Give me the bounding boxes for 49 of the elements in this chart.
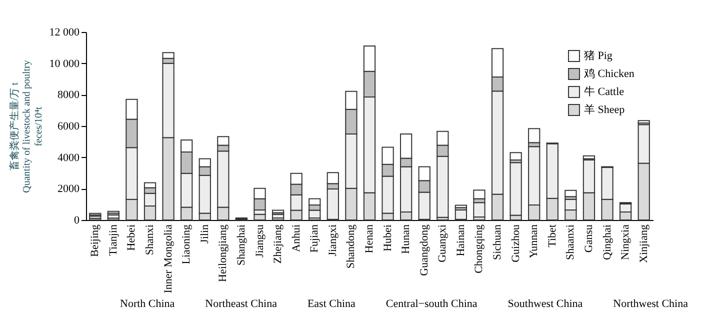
x-tick-label: Shandong [345, 224, 358, 268]
y-tick-label: 0 [74, 214, 80, 226]
x-tick-label: Beijing [89, 224, 102, 257]
x-tick-label: Gansu [582, 224, 595, 253]
legend-label: 羊 Sheep [584, 104, 626, 116]
x-tick-label: Tianjin [107, 224, 120, 256]
x-tick-label: Jilin [198, 224, 211, 244]
x-tick-label: Tibet [546, 224, 558, 248]
x-tick-label: Ningxia [620, 224, 632, 260]
x-tick-label: Shaanxi [564, 224, 577, 260]
x-tick-label: Hubei [382, 224, 394, 252]
y-tick-label: 6000 [58, 120, 80, 132]
x-tick-label: Inner Mongolia [162, 224, 174, 294]
y-tick-label: 2000 [58, 183, 80, 196]
x-tick-label: Hunan [400, 224, 412, 254]
legend-label: 猪 Pig [584, 49, 613, 62]
legend-label: 牛 Cattle [584, 85, 624, 98]
text: Central−south China [386, 298, 478, 310]
x-tick-label: Anhui [290, 224, 302, 252]
x-tick-label: Henan [364, 224, 376, 254]
x-tick-label: Liaoning [180, 224, 193, 264]
y-tick-label: 12 000 [49, 26, 80, 38]
x-tick-label: Hainan [454, 224, 467, 256]
text: Northeast China [205, 298, 277, 310]
x-tick-label: Heilongjiang [217, 224, 230, 282]
x-tick-label: Qinghai [601, 224, 614, 260]
x-tick-label: Zhejiang [272, 224, 284, 264]
x-tick-label: Yunnan [528, 224, 540, 258]
x-tick-label: Shanghai [235, 224, 248, 266]
text: North China [120, 298, 175, 310]
y-axis-title: 畜禽粪便产生量/万 t Quantity of livestock and poultry feces/10⁴t [8, 60, 44, 193]
x-tick-label: Jiangxi [326, 224, 339, 256]
x-tick-label: Guangxi [436, 224, 449, 262]
x-tick-label: Sichuan [492, 224, 504, 260]
x-tick-label: Jiangsu [254, 224, 266, 258]
y-tick-label: 8000 [58, 89, 80, 102]
x-tick-label: Xinjiang [638, 224, 650, 263]
x-tick-label: Guangdong [418, 224, 430, 276]
text: Southwest China [508, 298, 583, 310]
x-tick-label: Shanxi [144, 224, 156, 256]
x-tick-label: Guizhou [510, 224, 522, 262]
x-tick-label: Fujian [308, 224, 321, 253]
y-tick-label: 4000 [58, 152, 80, 164]
legend-label: 鸡 Chicken [583, 68, 635, 80]
text: East China [307, 298, 356, 310]
text: Northwest China [613, 298, 688, 310]
x-tick-label: Chongqing [473, 224, 486, 274]
y-tick-label: 10 000 [49, 58, 80, 70]
x-tick-label: Hebei [126, 224, 138, 251]
